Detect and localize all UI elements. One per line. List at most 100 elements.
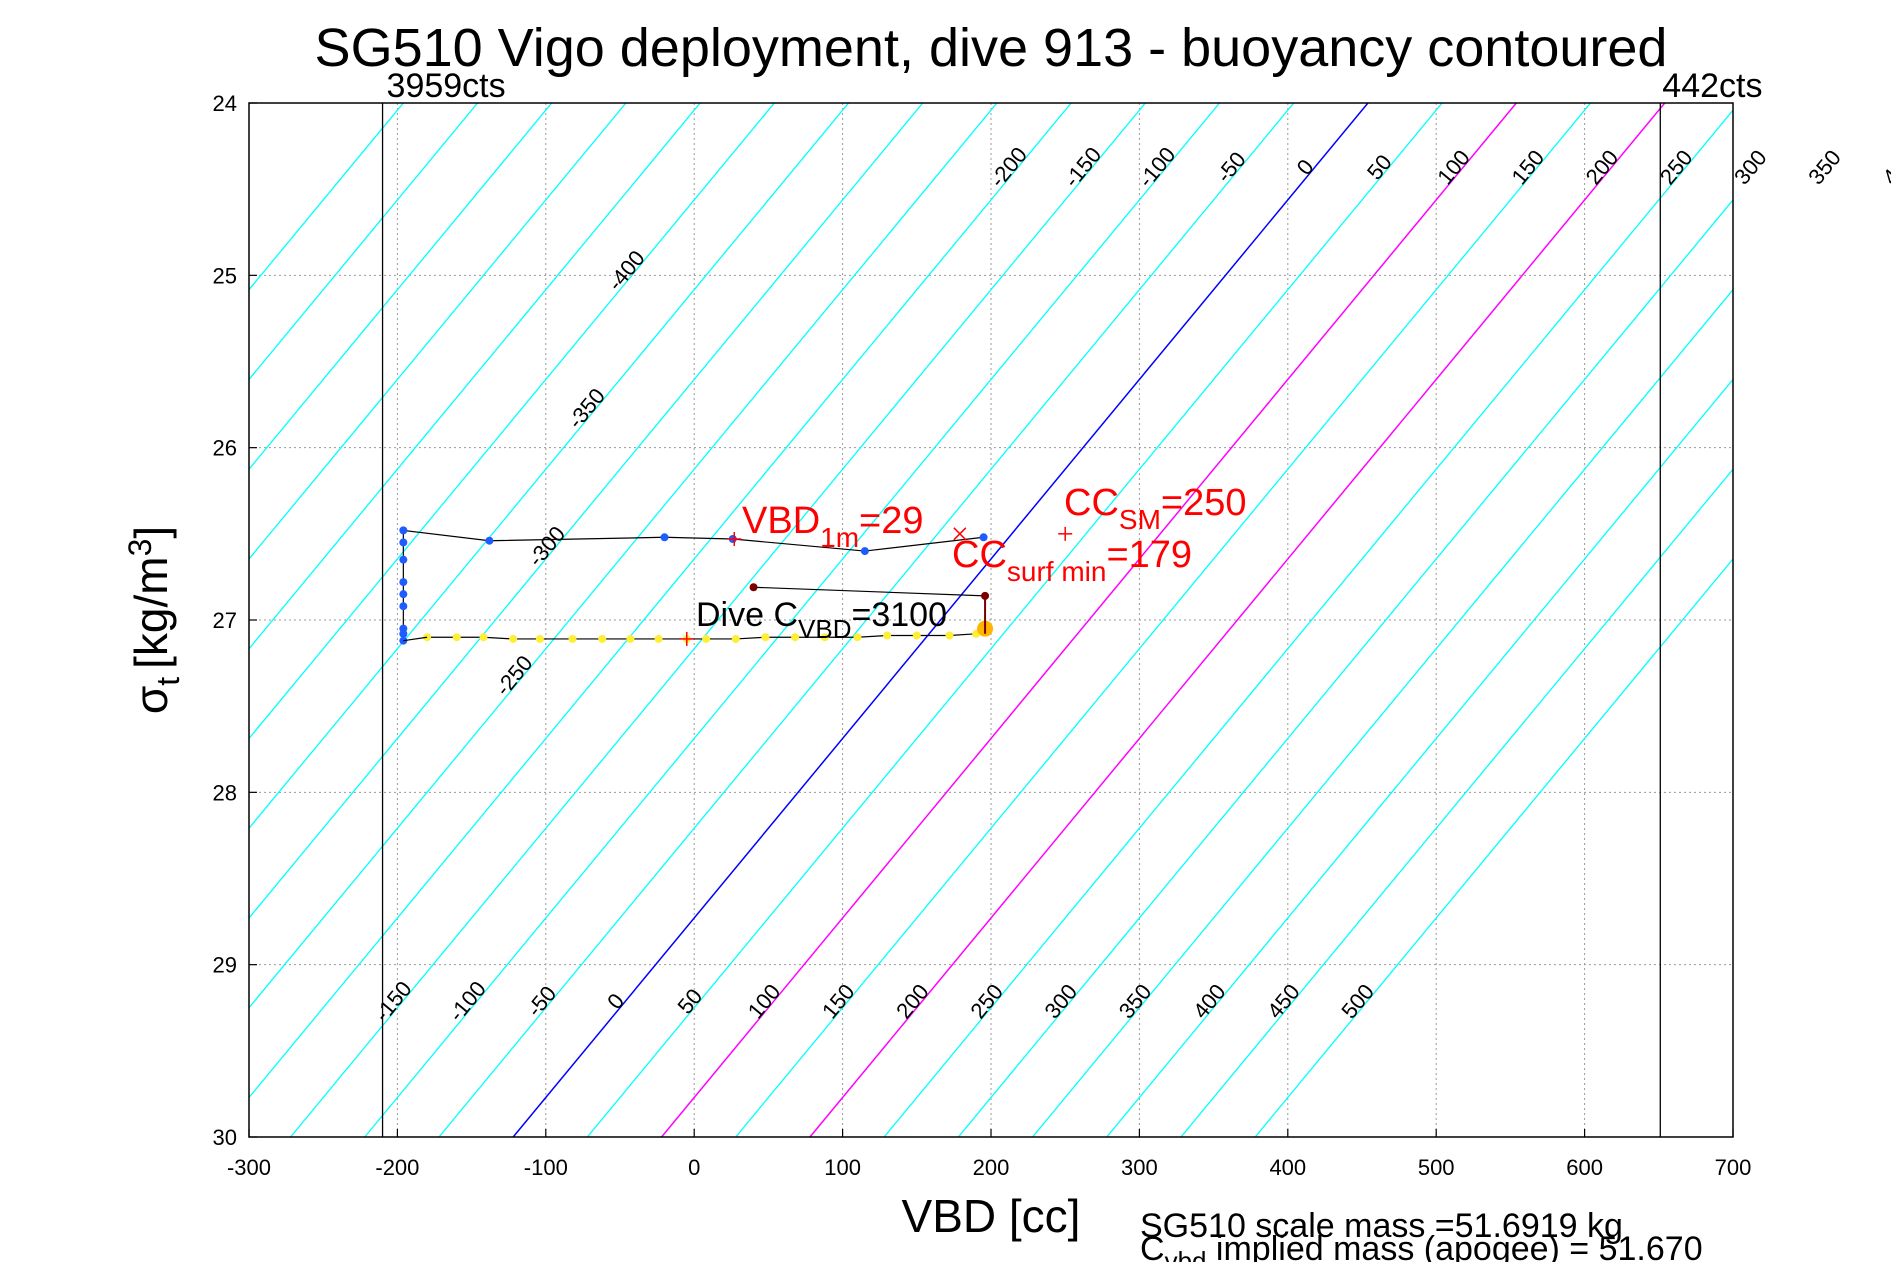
cc-surf-value: =179 [1106,534,1192,576]
data-point-climb [731,634,740,643]
series-connector [403,636,428,642]
x-tick-label: 400 [1269,1155,1306,1180]
buoyancy-contour-line [586,103,1443,1137]
y-axis-label-unit: [kg/m [125,556,177,668]
data-point-dive [399,578,408,587]
cc-sm-sub: SM [1119,504,1161,535]
x-tick-label: -300 [227,1155,271,1180]
contour-label: -50 [1211,147,1251,187]
contour-label: -250 [490,651,537,701]
contour-label: 350 [1803,145,1846,189]
cc-surf-marker [953,527,967,541]
data-point-dive [979,533,988,542]
data-point-dive [399,629,408,638]
data-point-climb [702,634,711,643]
data-point-climb [820,633,829,642]
contour-label: -100 [1133,142,1180,192]
grid-lines [249,103,1733,1137]
x-tick-label: 300 [1121,1155,1158,1180]
data-point-climb [883,631,892,640]
y-tick-label: 25 [213,263,237,288]
svg-text:σt[kg/m3]: σt [kg/m3] [122,526,186,714]
climb-marker [679,631,694,646]
buoyancy-contour-line [249,103,775,740]
y-axis-label-close: ] [125,526,177,539]
contour-labels: -400 -350 -300 -250 -200 -150 -100 -50 0 50 100 150… [369,142,1891,1026]
buoyancy-contour-line [249,103,627,560]
buoyancy-contour-line [735,103,1592,1137]
footer: SG510 scale mass =51.6919 kg Cvbd implie… [1140,1207,1703,1262]
cc-surf-text: CC [952,534,1007,576]
buoyancy-contour-line [249,103,924,920]
buoyancy-contour-line [1254,557,1733,1137]
contour-label: -50 [522,981,562,1021]
data-point-dive [399,590,408,599]
data-point-dive [399,602,408,611]
buoyancy-contour-line [249,103,553,471]
dive-c-sub: VBD [798,614,851,644]
data-point-dive [399,538,408,547]
data-point-climb [509,634,518,643]
footer-c-sub: vbd [1165,1246,1207,1262]
buoyancy-contours [249,103,1733,1137]
buoyancy-contour-line [249,103,1072,1099]
buoyancy-contour-line [1106,378,1733,1137]
contour-label: -150 [369,976,416,1026]
vbd-1m-annotation: VBD1m=29 [742,500,924,553]
data-point-climb [535,634,544,643]
data-point-surface [749,583,758,592]
data-point-climb [761,633,770,642]
data-point-climb [626,634,635,643]
contour-label: 150 [1506,145,1549,189]
x-tick-label: -100 [524,1155,568,1180]
y-axis-label-sub: t [150,677,186,686]
contour-label: 50 [672,984,707,1019]
data-point-climb [945,631,954,640]
dive-c-text: Dive C [696,596,798,634]
y-tick-label: 27 [213,608,237,633]
data-point-climb [791,633,800,642]
cc-surf-sub: surf min [1007,556,1107,587]
data-point-climb [452,633,461,642]
dive-c-value: =3100 [852,596,948,634]
buoyancy-contour-line [249,103,701,650]
contour-label: 250 [1655,145,1698,189]
y-axis-label: σt [kg/m3] [122,526,186,714]
y-tick-labels: 24 25 26 27 28 29 30 [213,91,257,1150]
contour-label: 500 [1336,979,1379,1023]
vbd-limit-label: 442cts [1662,67,1762,105]
contour-label: 400 [1877,145,1891,189]
contour-label: 0 [602,989,629,1014]
x-tick-label: 0 [688,1155,700,1180]
contour-label: 450 [1262,979,1305,1023]
annotations: VBD1m=29 CCSM=250 CCsurf min=179 Dive CV… [696,482,1246,644]
vbd-limit-lines: 3959cts 442cts [381,67,1762,1137]
footer-implied-mass: Cvbd implied mass (apogee) = 51.670 [1140,1230,1703,1262]
buoyancy-contour-line [364,103,1221,1137]
contour-label: 250 [965,979,1008,1023]
contour-label: 150 [817,979,860,1023]
vbd-1m-sub: 1m [820,522,859,553]
y-tick-label: 30 [213,1125,237,1150]
y-tick-label: 29 [213,953,237,978]
contour-label: 350 [1114,979,1157,1023]
buoyancy-contour-line [809,103,1666,1137]
contour-label: 50 [1362,150,1397,185]
vbd-1m-text: VBD [742,500,820,542]
vbd-1m-value: =29 [859,500,923,542]
data-point-climb [598,634,607,643]
x-tick-label: 100 [824,1155,861,1180]
x-tick-labels: -300 -200 -100 0 100 200 300 400 500 600 700 [227,1129,1751,1180]
cc-sm-value: =250 [1161,482,1247,524]
cc-sm-text: CC [1064,482,1119,524]
buoyancy-contour-line [249,103,998,1009]
data-point-climb [479,633,488,642]
data-point-dive [399,526,408,535]
data-point-dive [485,536,494,545]
x-tick-label: 200 [973,1155,1010,1180]
buoyancy-contour-line [1032,288,1733,1137]
series-line-surface [753,586,986,597]
cc-sm-marker [1058,526,1073,541]
buoyancy-contour-line [249,103,479,381]
contour-label: 200 [891,979,934,1023]
